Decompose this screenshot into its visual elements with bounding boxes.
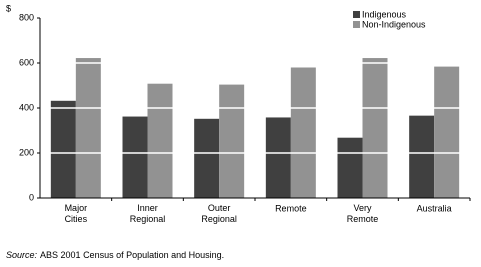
bar	[147, 83, 173, 198]
x-tick-label-line: Remote	[347, 214, 379, 224]
x-tick-label-line: Major	[65, 203, 88, 213]
y-axis-label: $	[6, 3, 11, 13]
x-tick-label-line: Regional	[201, 214, 237, 224]
x-tick-label-line: Inner	[137, 203, 158, 213]
legend-label: Non-Indigenous	[362, 19, 426, 29]
y-tick-label: 800	[19, 12, 34, 22]
bar	[290, 67, 316, 198]
legend-label: Indigenous	[362, 9, 407, 19]
x-tick-label-line: Outer	[208, 203, 231, 213]
bar	[434, 66, 460, 198]
legend-swatch	[353, 21, 360, 28]
x-tick-label: Very Remote	[347, 203, 379, 224]
source-label: Source:	[6, 250, 38, 260]
x-tick-label-line: Regional	[130, 214, 166, 224]
x-tick-label-line: Very	[353, 203, 372, 213]
bar	[409, 115, 435, 198]
y-tick-label: 0	[29, 192, 34, 202]
y-tick-label: 400	[19, 102, 34, 112]
bar	[219, 84, 245, 198]
legend-swatch	[353, 11, 360, 18]
x-tick-label: Outer Regional	[201, 203, 237, 224]
x-tick-label-line: Cities	[65, 214, 88, 224]
bar	[122, 116, 148, 198]
x-tick-label: Remote	[275, 203, 307, 213]
y-tick-label: 600	[19, 57, 34, 67]
bar	[362, 58, 388, 198]
x-tick-label: Inner Regional	[130, 203, 166, 224]
bar	[50, 100, 76, 198]
y-tick-label: 200	[19, 147, 34, 157]
x-tick-label: Australia	[417, 203, 452, 213]
bar	[75, 58, 101, 198]
source-text: ABS 2001 Census of Population and Housin…	[40, 250, 224, 260]
source: Source: ABS 2001 Census of Population and…	[6, 250, 224, 260]
bar	[194, 118, 220, 198]
bar	[265, 117, 291, 198]
bar	[337, 137, 363, 198]
x-tick-label: Major Cities	[65, 203, 88, 224]
